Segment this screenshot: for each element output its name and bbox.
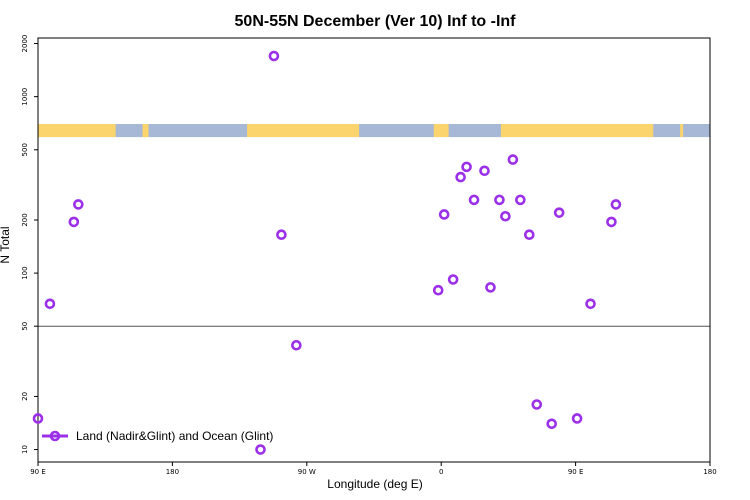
land-segment — [142, 123, 149, 138]
data-point — [524, 229, 535, 241]
x-tick-label: 90 W — [298, 468, 316, 476]
x-tick-label: 0 — [439, 468, 443, 476]
data-point — [515, 194, 526, 206]
data-point — [507, 154, 519, 165]
y-tick-label: 10 — [21, 445, 29, 454]
y-axis: 10 20 50 100 200 500 1000 2000 — [21, 35, 38, 454]
data-point — [268, 50, 280, 62]
data-point — [447, 274, 459, 285]
y-tick-label: 1000 — [21, 88, 29, 106]
data-point — [255, 444, 266, 455]
land-ocean-mask — [38, 123, 710, 138]
data-point — [531, 399, 543, 410]
data-point — [432, 284, 444, 296]
land-segment — [500, 123, 654, 138]
data-point — [468, 194, 480, 206]
land-segment — [680, 123, 684, 138]
data-point — [291, 339, 302, 351]
legend-label: Land (Nadir&Glint) and Ocean (Glint) — [76, 429, 273, 443]
data-point — [485, 282, 496, 293]
x-axis-label: Longitude (deg E) — [327, 477, 422, 491]
data-point — [585, 298, 596, 310]
y-axis-label: N Total — [0, 226, 12, 263]
data-point — [44, 298, 56, 310]
data-point — [606, 216, 617, 228]
data-point — [438, 209, 450, 220]
data-point — [571, 413, 583, 424]
y-tick-label: 2000 — [21, 35, 29, 53]
data-point — [494, 194, 505, 206]
data-point — [32, 413, 44, 424]
plot-frame — [37, 37, 711, 463]
land-segment — [433, 123, 449, 138]
data-point — [276, 229, 287, 241]
data-point — [479, 165, 490, 177]
data-point — [73, 199, 84, 210]
y-tick-label: 200 — [21, 213, 29, 226]
x-tick-label: 180 — [166, 468, 179, 476]
data-point — [461, 161, 472, 173]
data-point — [500, 210, 511, 222]
x-tick-label: 90 E — [30, 468, 46, 476]
land-segment — [38, 123, 116, 138]
y-tick-label: 50 — [21, 322, 29, 331]
data-point — [546, 418, 558, 430]
y-tick-label: 100 — [21, 266, 29, 279]
x-tick-label: 90 E — [568, 468, 584, 476]
legend-marker — [49, 430, 61, 442]
chart-title: 50N-55N December (Ver 10) Inf to -Inf — [235, 13, 517, 30]
land-segment — [247, 123, 360, 138]
data-point — [68, 216, 80, 228]
x-axis: 90 E 180 90 W 0 90 E 180 — [30, 462, 717, 476]
data-points — [32, 50, 622, 455]
y-tick-label: 20 — [21, 392, 29, 401]
data-point — [610, 199, 622, 210]
data-point — [553, 207, 565, 218]
y-tick-label: 500 — [21, 143, 29, 156]
legend: Land (Nadir&Glint) and Ocean (Glint) — [42, 429, 273, 443]
x-tick-label: 180 — [703, 468, 716, 476]
data-point — [455, 171, 466, 183]
